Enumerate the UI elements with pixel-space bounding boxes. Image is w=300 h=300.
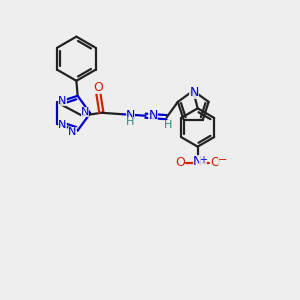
Text: O: O (94, 81, 103, 94)
Text: −: − (218, 155, 227, 165)
Text: O: O (210, 156, 220, 169)
Text: H: H (164, 119, 172, 130)
Text: H: H (125, 118, 134, 128)
Text: N: N (58, 120, 67, 130)
Text: N: N (58, 96, 67, 106)
Text: N: N (193, 155, 202, 168)
Text: N: N (81, 107, 89, 117)
Text: N: N (125, 109, 135, 122)
Text: O: O (175, 156, 185, 169)
Text: N: N (189, 86, 199, 99)
Text: N: N (148, 109, 158, 122)
Text: +: + (199, 155, 207, 165)
Text: N: N (68, 127, 76, 137)
